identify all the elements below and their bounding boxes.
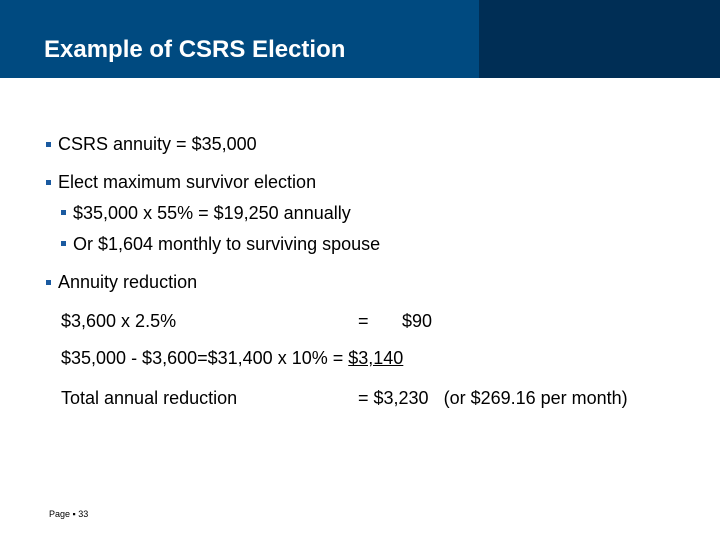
page-number: Page ▪ 33 [49,509,89,519]
calc-line2-text: $35,000 - $3,600=$31,400 x 10% = [61,348,349,368]
bullet-square-icon [46,142,51,147]
bullet-annuity-reduction: Annuity reduction [58,272,198,292]
calc-line2-result: $3,140 [348,348,404,368]
calc-line1-left: $3,600 x 2.5% [61,311,177,331]
sub-bullet-annual: $35,000 x 55% = $19,250 annually [73,203,351,223]
calc-line1-equals: = [358,311,369,331]
bullet-csrs-annuity: CSRS annuity = $35,000 [58,134,257,154]
sub-bullet-monthly: Or $1,604 monthly to surviving spouse [73,234,381,254]
calc-line3-left: Total annual reduction [61,388,238,408]
title-bar-accent [479,0,720,78]
slide-title: Example of CSRS Election [44,36,346,63]
calc-line3-right: = $3,230 (or $269.16 per month) [358,388,628,408]
sub-bullet-square-icon [61,241,66,246]
calc-line1-result: $90 [402,311,433,331]
bullet-survivor-election: Elect maximum survivor election [58,172,317,192]
bullet-square-icon [46,180,51,185]
sub-bullet-square-icon [61,210,66,215]
calc-line2: $35,000 - $3,600=$31,400 x 10% = $3,140 [61,347,403,369]
bullet-square-icon [46,280,51,285]
